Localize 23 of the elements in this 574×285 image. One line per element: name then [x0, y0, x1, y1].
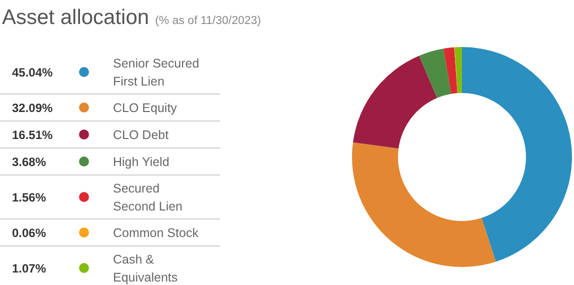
legend-label: CLO Debt: [113, 128, 170, 142]
donut-slice: [419, 48, 452, 98]
donut-slice: [454, 47, 458, 94]
chart-subtitle: (% as of 11/30/2023): [155, 15, 262, 27]
legend-label: Secured Second Lien: [113, 182, 183, 214]
legend-label: Common Stock: [113, 226, 200, 240]
donut-slice: [352, 142, 496, 267]
data-label: 3.68%: [12, 155, 46, 169]
donut-slice: [454, 47, 462, 94]
data-label: 1.07%: [12, 262, 46, 276]
donut-slice: [352, 56, 438, 148]
data-label: 16.51%: [12, 128, 54, 142]
legend-label: High Yield: [113, 155, 170, 169]
legend-label: CLO Equity: [113, 101, 178, 115]
chart-title: Asset allocation: [2, 6, 150, 29]
donut-slice: [462, 47, 572, 262]
data-label: 1.56%: [12, 190, 46, 204]
donut-slice: [444, 47, 458, 94]
legend-label: Senior Secured First Lien: [113, 56, 200, 88]
data-label: 32.09%: [12, 101, 54, 115]
legend-label: Cash & Equivalents: [113, 252, 178, 284]
data-label: 45.04%: [12, 66, 54, 80]
data-label: 0.06%: [12, 226, 46, 240]
